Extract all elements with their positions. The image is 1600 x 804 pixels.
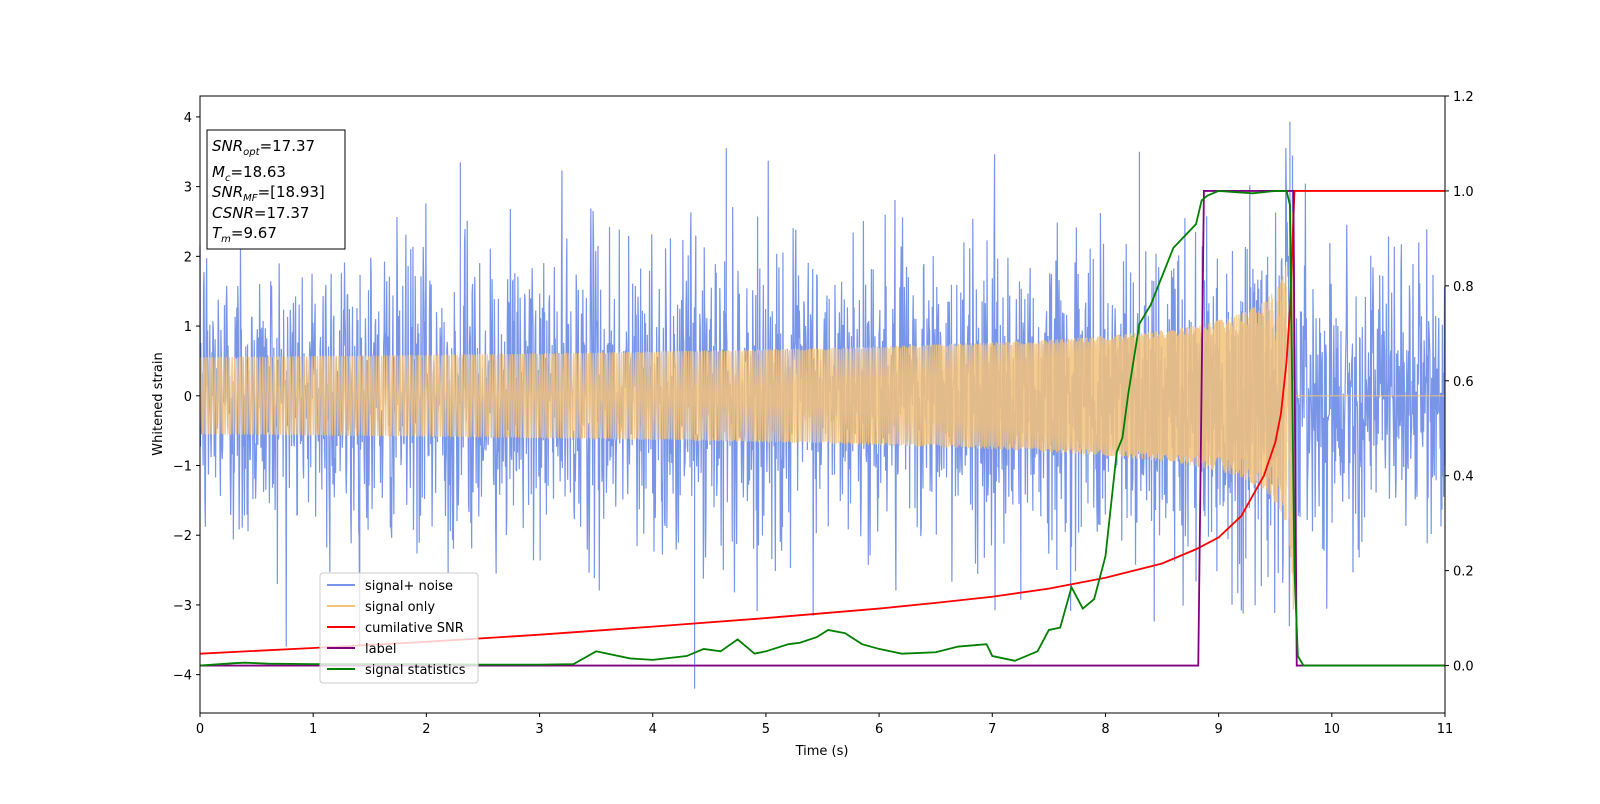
info-csnr-symbol: CSNR [212, 204, 254, 222]
series-signal-statistics-line [199, 190, 1445, 667]
y-right-tick-label: 0.0 [1453, 660, 1474, 675]
y-left-tick-label: −1 [173, 460, 192, 475]
info-snr-mf-subscript: MF [243, 193, 258, 204]
info-snr-opt: SNRopt=17.37 [212, 137, 315, 158]
x-tick-label: 10 [1324, 722, 1341, 737]
info-tm-value: =9.67 [231, 224, 277, 242]
info-mc-value: =18.63 [230, 163, 286, 181]
legend-label: cumilative SNR [365, 621, 464, 636]
legend-item-label: label [327, 642, 396, 657]
y-right-tick-label: 0.2 [1453, 565, 1474, 580]
x-tick-label: 8 [1101, 722, 1109, 737]
info-tm: Tm=9.67 [212, 224, 277, 245]
x-tick-label: 6 [875, 722, 883, 737]
y-left-tick-label: 0 [184, 390, 192, 405]
legend-label: label [365, 642, 396, 657]
info-csnr: CSNR=17.37 [212, 204, 309, 222]
series-signal-only-line [199, 211, 1445, 610]
y-left-tick-label: 1 [184, 320, 192, 335]
y-right-tick-label: 0.6 [1453, 375, 1474, 390]
info-tm-subscript: m [221, 234, 231, 245]
x-tick-label: 9 [1214, 722, 1222, 737]
x-tick-label: 0 [196, 722, 204, 737]
x-axis-label: Time (s) [795, 744, 849, 759]
y-left-tick-label: −4 [173, 669, 192, 684]
legend-label: signal only [365, 600, 435, 615]
plot-area [199, 121, 1446, 689]
info-tm-symbol: T [212, 224, 223, 242]
x-tick-label: 7 [988, 722, 996, 737]
legend-item-signal-only: signal only [327, 600, 435, 615]
legend-item-cumulative-snr: cumilative SNR [327, 621, 464, 636]
y-right-tick-label: 0.4 [1453, 470, 1474, 485]
x-tick-label: 2 [422, 722, 430, 737]
axes-frame [199, 95, 1446, 714]
y-axis-right-ticks: 1.2 1.0 0.8 0.6 0.4 0.2 0.0 [1445, 90, 1474, 675]
y-axis-label: Whitened strain [151, 352, 166, 455]
info-mc-subscript: c [225, 173, 231, 184]
x-axis-ticks: 0 1 2 3 4 5 6 7 8 9 10 11 [196, 713, 1453, 737]
y-left-tick-label: −2 [173, 529, 192, 544]
y-right-tick-label: 1.2 [1453, 90, 1474, 105]
y-right-tick-label: 0.8 [1453, 280, 1474, 295]
y-left-tick-label: 2 [184, 250, 192, 265]
info-snr-opt-subscript: opt [243, 147, 260, 158]
info-box-frame [206, 129, 346, 250]
x-tick-label: 1 [309, 722, 317, 737]
legend-label: signal statistics [365, 663, 466, 678]
legend-label: signal+ noise [365, 579, 453, 594]
info-box: SNRopt=17.37 Mc=18.63 SNRMF=[18.93] CSNR… [206, 129, 346, 250]
legend: signal+ noise signal only cumilative SNR la… [319, 572, 479, 684]
y-left-tick-label: −3 [173, 599, 192, 614]
info-snr-mf-value: =[18.93] [258, 183, 325, 201]
x-tick-label: 4 [649, 722, 657, 737]
info-snr-opt-symbol: SNR [212, 137, 243, 155]
legend-item-signal-noise: signal+ noise [327, 579, 453, 594]
info-mc-symbol: M [212, 163, 225, 181]
info-csnr-value: =17.37 [254, 204, 310, 222]
y-left-tick-label: 4 [184, 111, 192, 126]
info-mc: Mc=18.63 [212, 163, 286, 184]
info-snr-mf-symbol: SNR [212, 183, 243, 201]
x-tick-label: 11 [1437, 722, 1454, 737]
legend-item-signal-statistics: signal statistics [327, 663, 466, 678]
info-snr-opt-value: =17.37 [260, 137, 316, 155]
legend-frame [319, 572, 479, 684]
y-left-tick-label: 3 [184, 181, 192, 196]
info-snr-mf: SNRMF=[18.93] [212, 183, 325, 204]
series-cumulative-snr-line [199, 190, 1445, 655]
y-axis-left-ticks: 4 3 2 1 0 −1 −2 −3 −4 [173, 111, 200, 684]
x-tick-label: 3 [535, 722, 543, 737]
x-tick-label: 5 [762, 722, 770, 737]
y-right-tick-label: 1.0 [1453, 185, 1474, 200]
